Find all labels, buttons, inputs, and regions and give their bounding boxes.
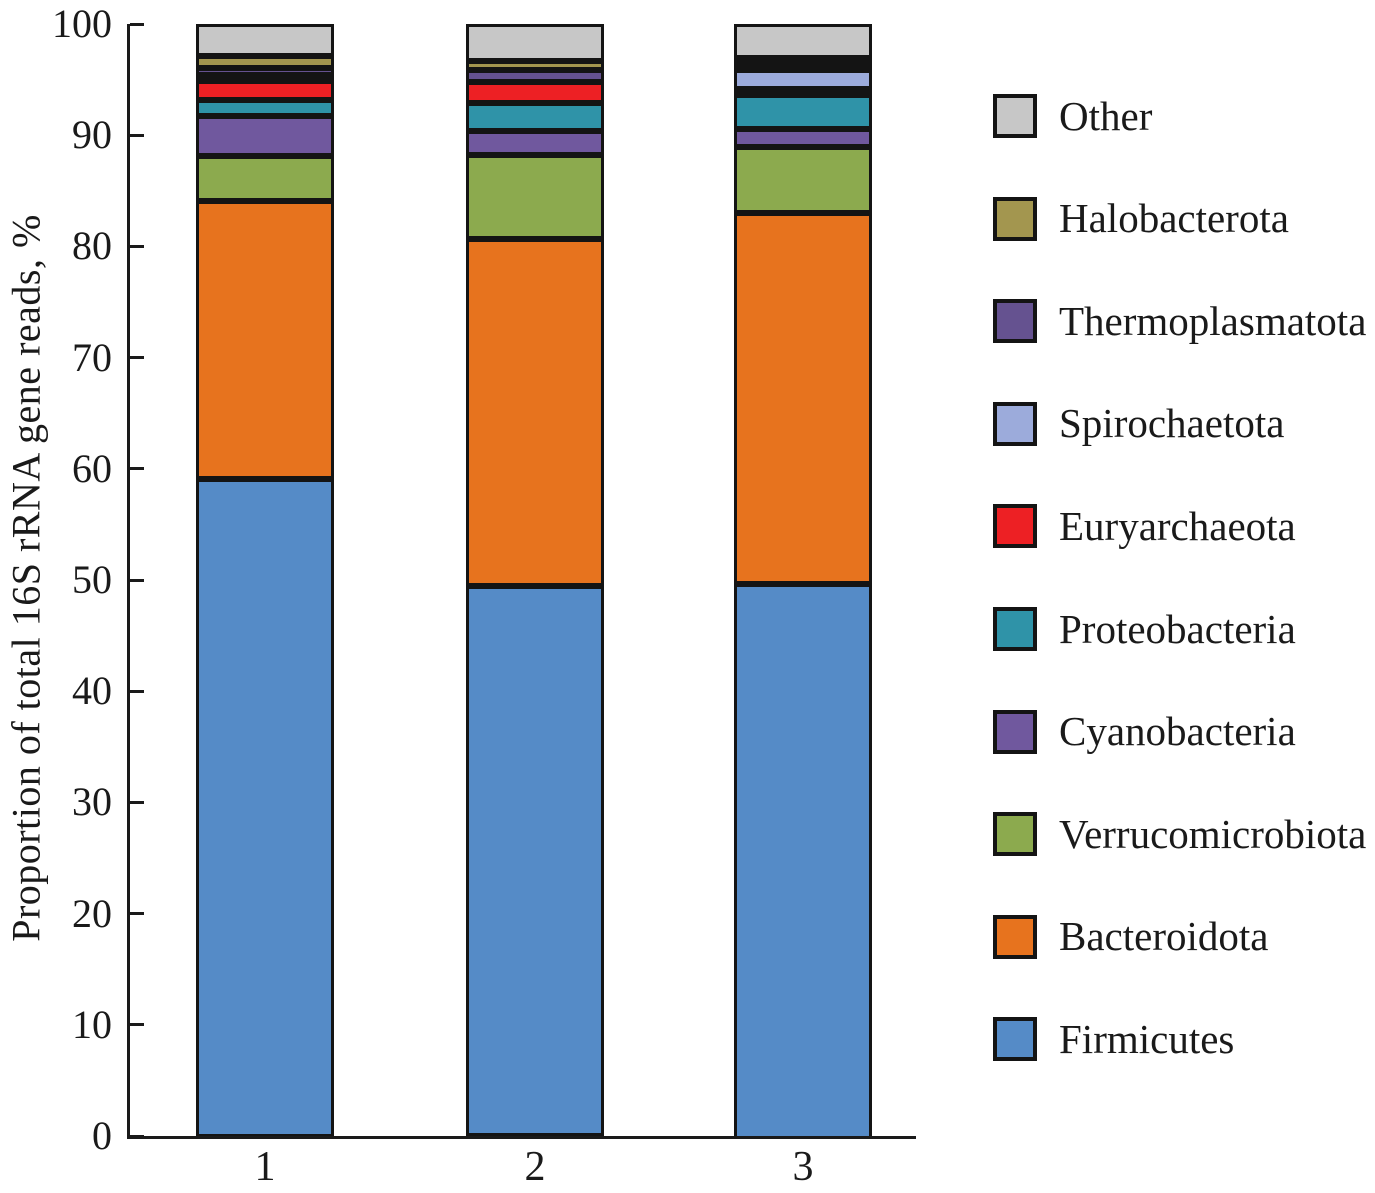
y-axis-tick-label: 90 (72, 112, 112, 158)
y-axis-tick-label: 10 (72, 1001, 112, 1047)
y-axis-tick-label: 60 (72, 445, 112, 491)
legend-swatch-icon (993, 1017, 1037, 1062)
legend-label: Cyanobacteria (1059, 708, 1296, 755)
legend-label: Halobacterota (1059, 195, 1289, 242)
bar-segment-euryarchaeota (466, 81, 604, 103)
legend-label: Euryarchaeota (1059, 502, 1296, 549)
legend-swatch-icon (993, 914, 1037, 959)
legend-label: Other (1059, 92, 1153, 139)
bar-segment-proteobacteria (196, 100, 334, 116)
legend-swatch-icon (993, 299, 1037, 344)
legend-item-thermoplasmatota: Thermoplasmatota (993, 297, 1367, 344)
bar-segment-verrucomicrobiota (734, 146, 872, 214)
legend-item-verrucomicrobiota: Verrucomicrobiota (993, 810, 1367, 857)
bar-segment-proteobacteria (734, 95, 872, 129)
bar-segment-thermoplasmatota (734, 64, 872, 71)
legend-label: Firmicutes (1059, 1015, 1235, 1062)
y-axis-tick-label: 20 (72, 890, 112, 936)
legend-item-proteobacteria: Proteobacteria (993, 607, 1296, 651)
bar-segment-verrucomicrobiota (196, 155, 334, 202)
bar-segment-firmicutes (466, 585, 604, 1136)
legend-swatch-icon (993, 709, 1037, 754)
y-axis-tick (130, 1023, 144, 1027)
bar-segment-halobacterota (466, 60, 604, 70)
bar-segment-cyanobacteria (466, 130, 604, 156)
legend-label: Spirochaetota (1059, 400, 1285, 447)
y-axis-tick-label: 40 (72, 668, 112, 714)
bar-segment-euryarchaeota (196, 81, 334, 101)
y-axis-tick (130, 1134, 144, 1138)
y-axis-tick (130, 356, 144, 360)
legend-swatch-icon (993, 607, 1037, 651)
legend-label: Verrucomicrobiota (1059, 810, 1367, 857)
y-axis-tick (130, 244, 144, 248)
y-axis-tick (130, 133, 144, 137)
legend-item-firmicutes: Firmicutes (993, 1015, 1235, 1062)
y-axis-tick-label: 50 (72, 557, 112, 602)
bar-segment-halobacterota (734, 58, 872, 65)
legend-swatch-icon (993, 196, 1037, 241)
bar-segment-firmicutes (734, 583, 872, 1136)
x-axis-category-label: 3 (792, 1144, 814, 1190)
bar-segment-bacteroidota (466, 238, 604, 586)
bar-segment-firmicutes (196, 479, 334, 1136)
y-axis-tick (130, 578, 144, 582)
bar-segment-bacteroidota (196, 201, 334, 480)
bar-segment-other (196, 24, 334, 57)
legend-item-bacteroidota: Bacteroidota (993, 913, 1269, 960)
stacked-bar-1 (196, 24, 334, 1136)
y-axis-tick (130, 912, 144, 916)
y-axis-tick-label: 100 (52, 1, 112, 46)
stacked-bar-2 (466, 24, 604, 1136)
bar-segment-thermoplasmatota (196, 68, 334, 76)
legend-label: Bacteroidota (1059, 913, 1269, 960)
legend-item-euryarchaeota: Euryarchaeota (993, 502, 1296, 549)
plot-area (127, 22, 916, 1139)
legend-label: Proteobacteria (1059, 605, 1296, 652)
y-axis-tick (130, 689, 144, 693)
y-axis-tick-label: 0 (92, 1113, 112, 1158)
y-axis-tick-label: 30 (72, 779, 112, 825)
legend-swatch-icon (993, 812, 1037, 857)
legend-label: Thermoplasmatota (1059, 297, 1367, 344)
bar-segment-proteobacteria (466, 102, 604, 131)
y-axis-tick (130, 800, 144, 804)
bar-segment-halobacterota (196, 56, 334, 69)
bar-segment-cyanobacteria (734, 128, 872, 147)
legend-item-cyanobacteria: Cyanobacteria (993, 708, 1296, 755)
x-axis-category-label: 2 (524, 1144, 546, 1190)
y-axis-tick-label: 70 (72, 334, 112, 380)
bar-segment-other (734, 24, 872, 59)
bar-segment-verrucomicrobiota (466, 155, 604, 239)
bar-segment-spirochaetota (734, 70, 872, 90)
y-axis-tick-label: 80 (72, 223, 112, 269)
y-axis-tick (130, 467, 144, 471)
bar-segment-other (466, 24, 604, 61)
stacked-bar-3 (734, 24, 872, 1136)
x-axis-category-label: 1 (254, 1144, 276, 1190)
legend-item-other: Other (993, 94, 1152, 138)
bar-segment-cyanobacteria (196, 115, 334, 156)
legend-swatch-icon (993, 94, 1037, 138)
legend-swatch-icon (993, 401, 1037, 446)
bar-segment-bacteroidota (734, 213, 872, 584)
y-axis-tick (130, 22, 144, 26)
bar-segment-spirochaetota (196, 75, 334, 82)
legend-item-halobacterota: Halobacterota (993, 195, 1289, 242)
bar-segment-thermoplasmatota (466, 69, 604, 82)
legend-swatch-icon (993, 504, 1037, 549)
legend-item-spirochaetota: Spirochaetota (993, 400, 1285, 447)
bar-segment-euryarchaeota (734, 89, 872, 96)
